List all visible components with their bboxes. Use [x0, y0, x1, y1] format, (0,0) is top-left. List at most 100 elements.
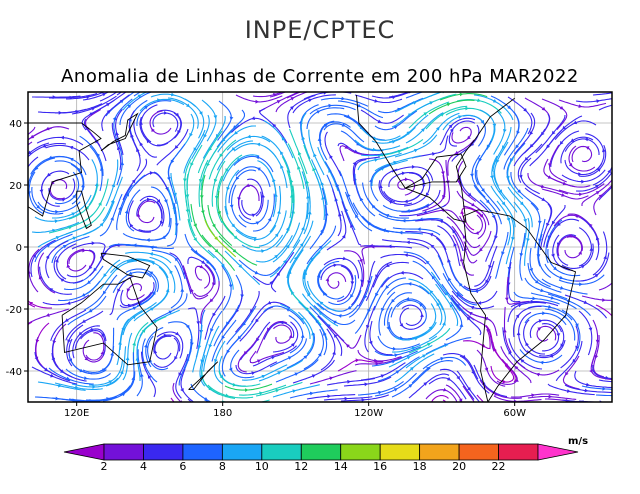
streamline [541, 98, 568, 130]
streamline [204, 219, 237, 258]
flow-arrow [523, 218, 528, 223]
flow-arrow [514, 378, 519, 382]
flow-arrow [465, 106, 469, 111]
flow-arrow [214, 195, 219, 200]
streamline [560, 136, 594, 164]
streamline [561, 309, 581, 352]
flow-arrow [507, 105, 512, 110]
flow-arrow [478, 157, 482, 162]
streamline [68, 183, 99, 220]
streamline [264, 146, 288, 189]
flow-arrow [225, 321, 230, 326]
flow-arrow [605, 375, 610, 380]
streamline [360, 362, 406, 381]
flow-arrow [131, 376, 136, 381]
colorbar-unit: m/s [568, 436, 588, 447]
flow-arrow [561, 193, 566, 197]
flow-arrow [99, 167, 104, 171]
flow-arrow [311, 374, 316, 378]
flow-arrow [559, 275, 564, 280]
streamline [65, 368, 111, 380]
flow-arrow [214, 236, 219, 241]
streamline [42, 294, 90, 306]
flow-arrow [72, 194, 76, 199]
streamline [456, 190, 490, 226]
flow-arrow [125, 356, 130, 361]
flow-arrow [580, 265, 585, 269]
streamline [361, 246, 396, 265]
streamline [473, 364, 508, 398]
flow-arrow [532, 296, 537, 301]
flow-arrow [232, 382, 237, 387]
flow-arrow [456, 375, 461, 380]
flow-arrow [539, 360, 544, 365]
flow-arrow [421, 184, 426, 188]
flow-arrow [515, 314, 520, 319]
streamline [55, 103, 103, 114]
flow-arrow [421, 128, 425, 132]
flow-arrow [89, 327, 94, 332]
flow-arrow [364, 382, 369, 387]
streamline [338, 170, 359, 216]
streamline [197, 130, 223, 174]
flow-arrow [319, 301, 324, 306]
colorbar-low-end [63, 443, 105, 461]
flow-arrow [525, 342, 529, 347]
flow-arrow [251, 371, 256, 376]
streamline [560, 325, 579, 369]
streamline [187, 256, 216, 285]
flow-arrow [180, 388, 184, 393]
flow-arrow [400, 270, 404, 275]
flow-arrow [301, 136, 306, 140]
streamline [466, 314, 495, 352]
flow-arrow [68, 225, 73, 230]
flow-arrow [126, 288, 131, 293]
flow-arrow [578, 172, 582, 176]
flow-arrow [617, 394, 621, 398]
streamline [89, 145, 103, 192]
streamline [231, 184, 247, 228]
streamline [137, 200, 156, 224]
streamline [166, 202, 178, 247]
streamline [445, 301, 463, 341]
flow-arrow [445, 291, 450, 296]
streamline [50, 309, 87, 341]
flow-arrow [92, 385, 96, 389]
flow-arrow [146, 238, 150, 243]
flow-arrow [372, 147, 377, 152]
flow-arrow [305, 88, 309, 92]
streamline [31, 221, 80, 233]
flow-arrow [494, 235, 498, 240]
coastline [28, 122, 29, 180]
streamline [239, 306, 274, 342]
streamline [66, 248, 87, 272]
streamline [216, 140, 254, 171]
flow-arrow [232, 248, 237, 253]
flow-arrow [69, 157, 74, 162]
streamline [371, 159, 408, 187]
flow-arrow [585, 146, 590, 150]
streamline [485, 215, 498, 262]
streamline [571, 145, 593, 163]
streamline [170, 265, 183, 309]
streamline [28, 142, 67, 158]
streamline [68, 353, 107, 375]
flow-arrow [66, 376, 71, 381]
axis-ticks: 120E180120W60W060E40200-20-40 [6, 119, 526, 419]
streamline [320, 97, 369, 107]
flow-arrow [368, 340, 373, 345]
streamline [122, 301, 157, 336]
flow-arrow [385, 263, 390, 268]
streamline [88, 159, 98, 206]
flow-arrow [277, 371, 282, 375]
flow-arrow [395, 370, 400, 374]
flow-arrow [256, 359, 261, 363]
flow-arrow [518, 303, 522, 308]
streamline [226, 135, 271, 151]
streamline [301, 171, 309, 220]
streamline [303, 186, 311, 235]
streamline [378, 179, 413, 206]
flow-arrow [391, 298, 395, 303]
streamline [425, 389, 458, 402]
coastline [61, 277, 158, 366]
